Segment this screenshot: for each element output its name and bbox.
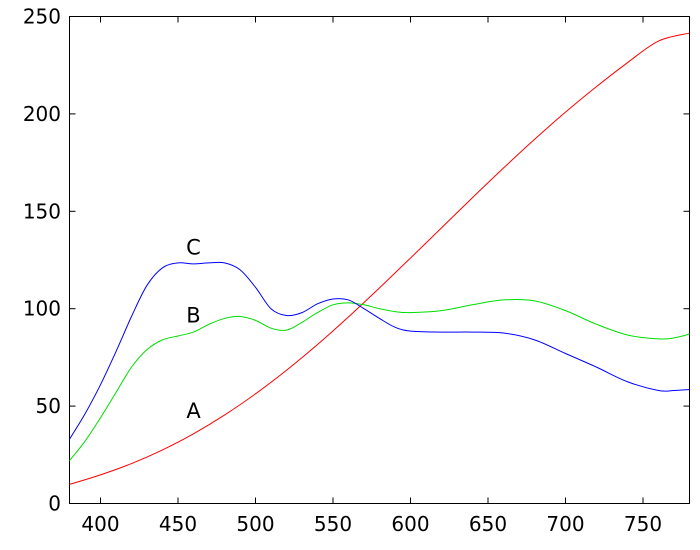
y-axis-tick-labels: 0 50 100 150 200 250	[23, 5, 61, 516]
x-tick-label: 600	[391, 512, 429, 536]
y-tick-label: 200	[23, 102, 61, 126]
series-line-c	[69, 261, 690, 440]
x-tick-label: 550	[314, 512, 352, 536]
y-tick-label: 50	[36, 394, 61, 418]
plot-frame	[69, 16, 690, 504]
x-axis-tick-labels: 400 450 500 550 600 650 700 750	[81, 512, 662, 536]
x-tick-label: 450	[159, 512, 197, 536]
series-label-b: B	[186, 304, 200, 328]
series-lines	[69, 32, 690, 485]
axis-ticks	[69, 16, 690, 504]
x-tick-label: 700	[546, 512, 584, 536]
x-tick-label: 500	[236, 512, 274, 536]
x-tick-label: 650	[469, 512, 507, 536]
x-tick-label: 400	[81, 512, 119, 536]
y-tick-label: 150	[23, 199, 61, 223]
y-tick-label: 0	[48, 492, 61, 516]
x-tick-label: 750	[624, 512, 662, 536]
series-labels: A B C	[186, 235, 201, 423]
y-tick-label: 100	[23, 297, 61, 321]
series-label-a: A	[186, 399, 201, 423]
y-tick-label: 250	[23, 5, 61, 29]
series-line-b	[69, 298, 690, 461]
series-line-a	[69, 32, 690, 485]
series-label-c: C	[186, 235, 201, 259]
